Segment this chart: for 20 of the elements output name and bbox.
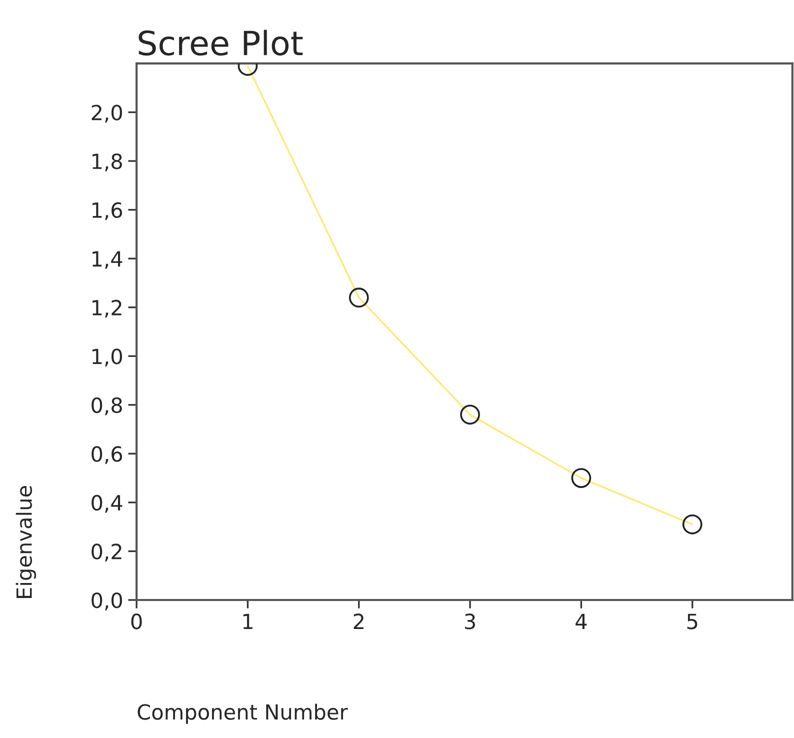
y-tick-label: 1,2 [92,300,122,318]
y-tick-label: 1,4 [92,251,122,269]
x-axis-title: Component Number [138,704,348,724]
x-tick-label: 5 [687,614,698,630]
x-tick-label: 2 [354,614,364,630]
y-tick-label: 2,0 [92,104,122,123]
chart-title: Scree Plot [138,30,303,56]
y-tick-label: 0,4 [92,494,122,513]
y-tick-label: 1,8 [92,153,122,172]
y-tick-label: 0,0 [92,592,122,610]
y-axis-title: Eigenvalue [16,486,36,598]
x-tick-label: 4 [576,614,587,630]
y-tick-label: 0,8 [92,397,122,416]
y-tick-label: 1,0 [92,348,122,366]
x-tick-label: 1 [243,614,252,630]
y-tick-label: 0,2 [92,544,122,562]
y-tick-label: 1,6 [92,202,122,220]
x-tick-label: 3 [465,614,476,630]
x-tick-label: 0 [131,614,142,630]
y-tick-label: 0,6 [92,446,122,464]
